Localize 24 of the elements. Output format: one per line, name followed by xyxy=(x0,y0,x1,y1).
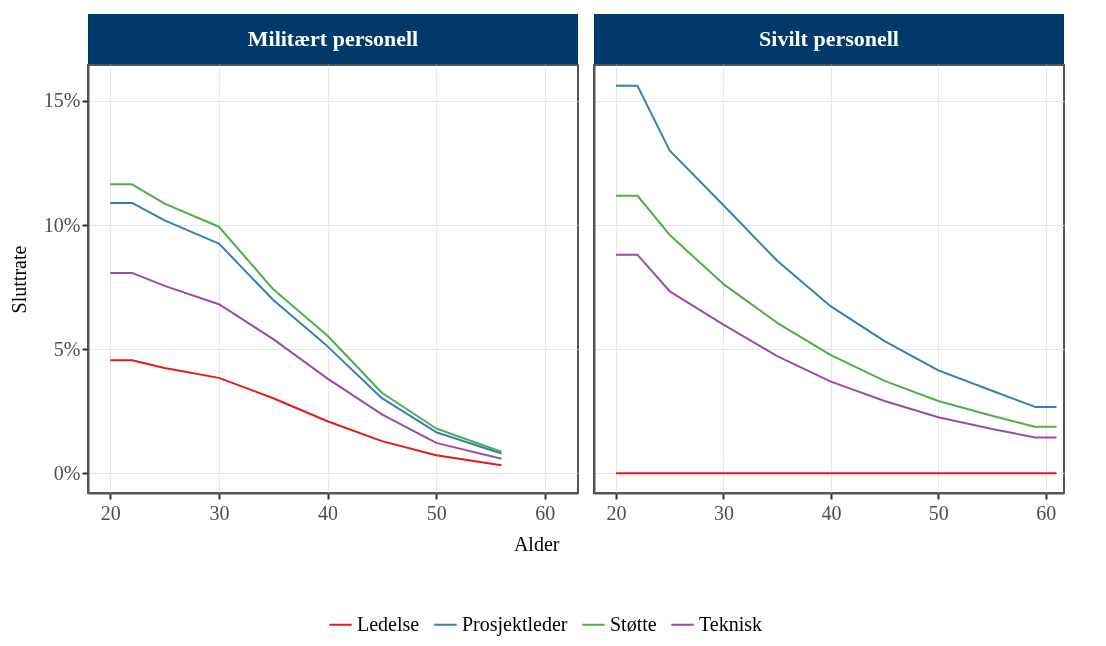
legend-label: Støtte xyxy=(610,612,657,635)
y-tick-label: 10% xyxy=(43,213,81,236)
x-tick-label: 20 xyxy=(606,501,627,524)
chart-title: Sivilt personell xyxy=(759,26,899,51)
line-series xyxy=(109,271,503,460)
x-tick-label: 20 xyxy=(100,501,121,524)
y-tick-label: 0% xyxy=(53,461,81,484)
legend-label: Ledelse xyxy=(357,612,420,635)
x-tick-label: 30 xyxy=(209,501,230,524)
chart-title: Militært personell xyxy=(247,26,419,51)
x-tick-label: 50 xyxy=(928,501,949,524)
legend-label: Teknisk xyxy=(699,612,763,635)
x-tick-label: 30 xyxy=(713,501,734,524)
x-axis-title: Alder xyxy=(513,533,560,555)
line-series xyxy=(109,359,503,467)
y-axis-title: Sluttrate xyxy=(7,245,30,314)
y-tick-label: 15% xyxy=(43,89,81,112)
x-tick-label: 60 xyxy=(535,501,556,524)
y-tick-label: 5% xyxy=(53,337,81,360)
x-tick-label: 60 xyxy=(1036,501,1057,524)
x-tick-label: 50 xyxy=(426,501,447,524)
x-tick-label: 40 xyxy=(821,501,842,524)
legend-label: Prosjektleder xyxy=(462,612,568,636)
x-tick-label: 40 xyxy=(318,501,339,524)
